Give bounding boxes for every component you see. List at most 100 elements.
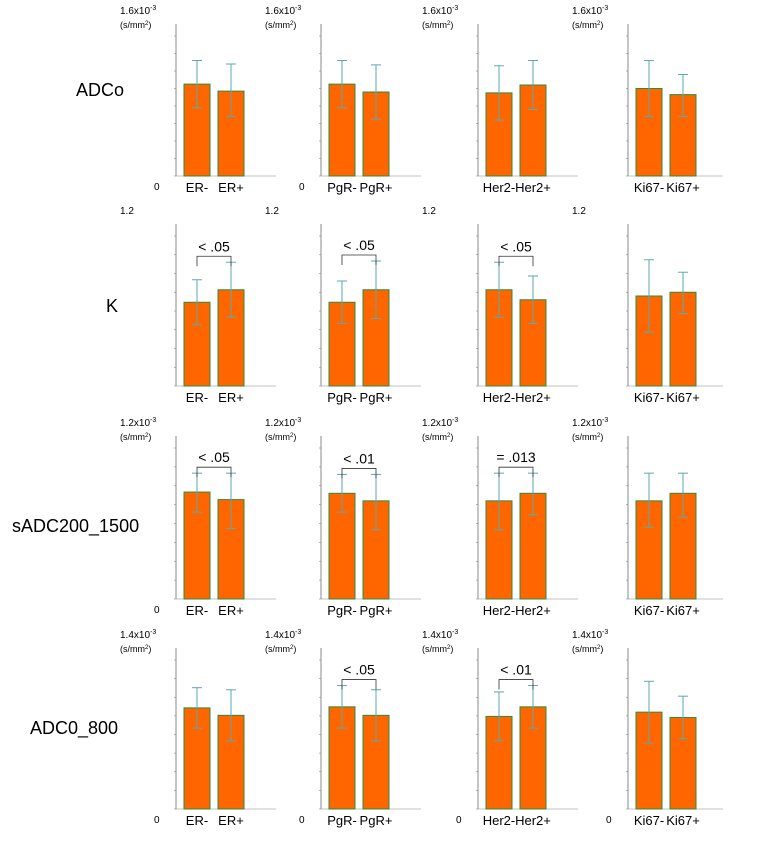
y-max-label: 1.2x10-3 [572, 417, 608, 429]
x-tick-label: PgR+ [360, 603, 393, 618]
x-tick-label: Her2- [483, 180, 516, 195]
y-unit-label: (s/mm2) [120, 432, 151, 442]
y-max-label: 1.2 [120, 206, 134, 217]
x-tick-label: Her2+ [515, 813, 551, 828]
x-tick-label: ER- [186, 603, 208, 618]
significance-label: < .01 [500, 662, 532, 678]
significance-label: < .05 [198, 449, 230, 465]
x-tick-label: Her2+ [515, 603, 551, 618]
significance-bracket [196, 466, 232, 478]
panel-3-3: 1.4x10-3 (s/mm2) 0 Ki67- Ki67+ [572, 629, 723, 828]
y-max-label: 1.2 [265, 206, 279, 217]
y-max-label: 1.6x10-3 [422, 5, 458, 17]
x-tick-label: PgR- [327, 603, 357, 618]
y-zero-label: 0 [154, 815, 160, 826]
x-tick-label: Ki67+ [666, 180, 700, 195]
significance-bracket [498, 679, 534, 690]
panel-0-0: 1.6x10-3 (s/mm2) 0 ER- ER+ [120, 5, 276, 195]
x-tick-label: ER+ [218, 390, 244, 405]
significance-bracket [341, 254, 377, 265]
panel-0-3: 1.6x10-3 (s/mm2) Ki67- Ki67+ [572, 5, 723, 195]
x-tick-label: ER- [186, 813, 208, 828]
panel-1-2: 1.2 Her2- Her2+ < .05 [422, 206, 578, 405]
x-tick-label: PgR+ [360, 180, 393, 195]
x-tick-label: Ki67- [634, 180, 664, 195]
significance-label: < .05 [343, 237, 375, 253]
x-tick-label: ER+ [218, 813, 244, 828]
y-unit-label: (s/mm2) [120, 20, 151, 30]
panel-1-3: 1.2 Ki67- Ki67+ [572, 206, 723, 405]
y-zero-label: 0 [606, 815, 612, 826]
row-label-adc0-800: ADC0_800 [30, 718, 119, 738]
y-unit-label: (s/mm2) [265, 432, 296, 442]
significance-bracket [498, 466, 534, 478]
panel-1-0: 1.2 ER- ER+ < .05 [120, 206, 276, 405]
panel-3-1: 1.4x10-3 (s/mm2) 0 PgR- PgR+ < .05 [265, 629, 421, 828]
y-max-label: 1.2x10-3 [120, 417, 156, 429]
x-tick-label: PgR- [327, 180, 357, 195]
y-zero-label: 0 [154, 605, 160, 616]
y-zero-label: 0 [299, 815, 305, 826]
x-tick-label: Ki67- [634, 390, 664, 405]
significance-label: < .05 [500, 238, 532, 254]
panel-2-0: 1.2x10-3 (s/mm2) 0 ER- ER+ < .05 [120, 417, 276, 618]
y-unit-label: (s/mm2) [422, 644, 453, 654]
x-tick-label: PgR- [327, 390, 357, 405]
x-tick-label: Ki67+ [666, 813, 700, 828]
y-max-label: 1.2x10-3 [265, 417, 301, 429]
x-tick-label: ER+ [218, 180, 244, 195]
panel-2-2: 1.2x10-3 (s/mm2) Her2- Her2+ = .013 [422, 417, 578, 618]
x-tick-label: ER- [186, 390, 208, 405]
significance-label: < .05 [343, 662, 375, 678]
significance-label: = .013 [496, 449, 536, 465]
row-label-adco: ADCo [76, 80, 125, 100]
y-unit-label: (s/mm2) [572, 432, 603, 442]
x-tick-label: PgR+ [360, 390, 393, 405]
x-tick-label: ER- [186, 180, 208, 195]
y-unit-label: (s/mm2) [572, 644, 603, 654]
x-tick-label: Her2+ [515, 180, 551, 195]
y-zero-label: 0 [299, 182, 305, 193]
y-unit-label: (s/mm2) [265, 644, 296, 654]
significance-label: < .01 [343, 450, 375, 466]
y-zero-label: 0 [154, 182, 160, 193]
y-max-label: 1.4x10-3 [120, 629, 156, 641]
y-max-label: 1.6x10-3 [572, 5, 608, 17]
panel-2-3: 1.2x10-3 (s/mm2) Ki67- Ki67+ [572, 417, 723, 618]
y-max-label: 1.6x10-3 [120, 5, 156, 17]
row-label-k: K [106, 296, 119, 316]
y-unit-label: (s/mm2) [422, 432, 453, 442]
significance-bracket [341, 468, 377, 479]
row-label-sadc200-1500: sADC200_1500 [12, 516, 140, 536]
x-tick-label: PgR+ [360, 813, 393, 828]
x-tick-label: Her2+ [515, 390, 551, 405]
y-max-label: 1.4x10-3 [422, 629, 458, 641]
x-tick-label: Her2- [483, 813, 516, 828]
panel-3-2: 1.4x10-3 (s/mm2) 0 Her2- Her2+ < .01 [422, 629, 578, 828]
panel-0-2: 1.6x10-3 (s/mm2) Her2- Her2+ [422, 5, 578, 195]
x-tick-label: Ki67+ [666, 603, 700, 618]
y-max-label: 1.2 [422, 206, 436, 217]
significance-bracket [498, 255, 534, 267]
x-tick-label: PgR- [327, 813, 357, 828]
significance-bracket [196, 255, 232, 267]
x-tick-label: Her2- [483, 603, 516, 618]
y-max-label: 1.2 [572, 206, 586, 217]
y-max-label: 1.4x10-3 [265, 629, 301, 641]
y-unit-label: (s/mm2) [422, 20, 453, 30]
y-zero-label: 0 [456, 815, 462, 826]
x-tick-label: ER+ [218, 603, 244, 618]
panel-0-1: 1.6x10-3 (s/mm2) 0 PgR- PgR+ [265, 5, 421, 195]
panel-1-1: 1.2 PgR- PgR+ < .05 [265, 206, 421, 405]
significance-bracket [341, 679, 377, 690]
y-unit-label: (s/mm2) [120, 644, 151, 654]
y-max-label: 1.6x10-3 [265, 5, 301, 17]
y-unit-label: (s/mm2) [572, 20, 603, 30]
y-unit-label: (s/mm2) [265, 20, 296, 30]
panel-3-0: 1.4x10-3 (s/mm2) 0 ER- ER+ [120, 629, 276, 828]
x-tick-label: Ki67- [634, 603, 664, 618]
y-max-label: 1.2x10-3 [422, 417, 458, 429]
panel-2-1: 1.2x10-3 (s/mm2) PgR- PgR+ < .01 [265, 417, 421, 618]
x-tick-label: Ki67- [634, 813, 664, 828]
